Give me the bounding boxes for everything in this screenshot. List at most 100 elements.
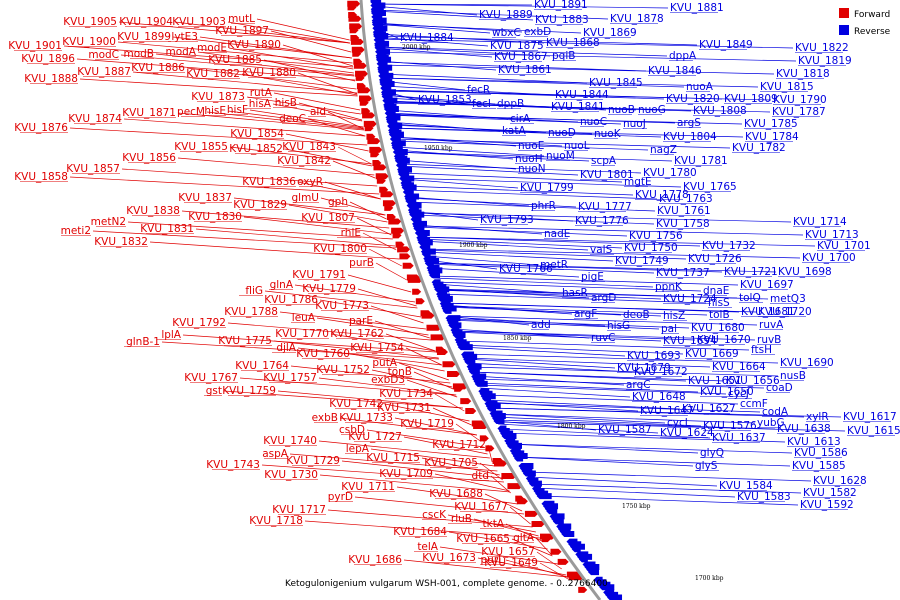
forward-leader-line xyxy=(172,36,352,59)
forward-gene-label: KVU_1733 xyxy=(339,412,393,424)
reverse-gene-label: KVU_1664 xyxy=(712,361,766,373)
reverse-gene-label: argC xyxy=(626,379,651,391)
forward-leader-line xyxy=(123,118,366,137)
reverse-gene-label: KVU_1815 xyxy=(760,81,814,93)
gene-arrow xyxy=(507,442,523,449)
forward-leader-line xyxy=(298,102,363,121)
gene-arrow xyxy=(442,307,452,314)
forward-leader-line xyxy=(484,493,523,512)
forward-leader-line xyxy=(318,440,490,459)
forward-gene-label: dtd xyxy=(472,470,489,482)
reverse-gene-label: nagZ xyxy=(650,144,677,156)
forward-gene-label: KVU_1887 xyxy=(77,66,131,78)
gene-arrow xyxy=(479,435,489,442)
forward-leader-line xyxy=(69,127,368,146)
forward-gene-label: KVU_1773 xyxy=(315,300,369,312)
forward-leader-line xyxy=(233,197,386,216)
reverse-leader-line xyxy=(399,165,579,176)
forward-leader-line xyxy=(341,460,502,479)
forward-leader-line xyxy=(63,45,354,68)
reverse-gene-label: KVU_1756 xyxy=(629,230,683,242)
reverse-leader-line xyxy=(502,432,786,443)
legend-label-forward: Forward xyxy=(854,10,890,20)
reverse-gene-label: fecI xyxy=(472,98,491,110)
forward-leader-line xyxy=(398,362,449,381)
forward-leader-line xyxy=(239,377,457,396)
genome-backbone-arc xyxy=(359,0,602,600)
forward-leader-line xyxy=(181,210,390,229)
gene-arrow xyxy=(405,198,417,205)
reverse-leader-line xyxy=(423,251,614,262)
reverse-gene-label: ppnK xyxy=(655,281,683,293)
reverse-gene-label: KVU_1777 xyxy=(578,201,632,213)
reverse-gene-label: KVU_1586 xyxy=(794,447,848,459)
reverse-leader-line xyxy=(438,293,707,304)
forward-gene-label: csbD xyxy=(339,424,365,436)
forward-leader-line xyxy=(263,59,356,82)
gene-arrow xyxy=(348,15,362,22)
reverse-gene-label: KVU_1804 xyxy=(663,131,717,143)
forward-leader-line xyxy=(434,473,510,492)
reverse-leader-line xyxy=(400,172,623,183)
reverse-leader-line xyxy=(447,315,758,326)
gene-arrow xyxy=(493,417,505,424)
reverse-leader-line xyxy=(390,127,744,138)
reverse-gene-label: KVU_1627 xyxy=(682,403,736,415)
gene-arrow xyxy=(550,548,562,555)
reverse-gene-label: KVU_1765 xyxy=(683,181,737,193)
forward-leader-line xyxy=(282,44,354,67)
gene-arrow xyxy=(528,480,542,487)
forward-gene-label: KVU_1791 xyxy=(292,269,346,281)
gene-arrow xyxy=(546,508,558,515)
tick-label: 1700 kbp xyxy=(695,575,724,582)
reverse-gene-label: KVU_1721 xyxy=(724,266,778,278)
forward-leader-line xyxy=(413,371,454,390)
forward-gene-label: rluB xyxy=(451,513,472,525)
reverse-leader-line xyxy=(412,214,655,225)
reverse-gene-label: tolB xyxy=(709,309,730,321)
reverse-gene-label: metQ3 xyxy=(770,293,806,305)
reverse-gene-label: nuoK xyxy=(594,128,622,140)
forward-gene-label: KVU_1688 xyxy=(429,488,483,500)
forward-gene-label: hisB xyxy=(275,97,297,109)
legend-label-reverse: Reverse xyxy=(854,27,891,37)
gene-arrow xyxy=(487,405,497,412)
forward-leader-line xyxy=(227,322,431,341)
reverse-gene-label: ruvA xyxy=(759,319,784,331)
forward-gene-label: KVU_1880 xyxy=(242,67,296,79)
reverse-leader-line xyxy=(492,413,666,424)
reverse-gene-label: KVU_1819 xyxy=(798,55,852,67)
gene-arrow xyxy=(388,218,402,225)
forward-leader-line xyxy=(149,241,400,260)
reverse-leader-line xyxy=(392,138,731,149)
reverse-leader-line xyxy=(437,289,769,300)
reverse-gene-label: ftsH xyxy=(751,344,772,356)
reverse-leader-line xyxy=(377,46,551,57)
forward-gene-label: KVU_1759 xyxy=(222,385,276,397)
gene-arrow xyxy=(524,510,538,517)
tick-label: 2000 kbp xyxy=(402,44,431,51)
forward-gene-label: KVU_1830 xyxy=(188,211,242,223)
forward-leader-line xyxy=(396,486,518,505)
forward-gene-label: KVU_1743 xyxy=(206,459,260,471)
forward-gene-label: KVU_1900 xyxy=(62,36,116,48)
forward-leader-line xyxy=(279,311,427,330)
reverse-gene-label: KVU_1778 xyxy=(635,189,689,201)
reverse-leader-line xyxy=(376,38,794,49)
forward-gene-label: lplA xyxy=(161,329,181,341)
forward-leader-line xyxy=(479,462,503,481)
reverse-gene-label: mgtE xyxy=(624,176,652,188)
reverse-leader-line xyxy=(453,330,756,341)
forward-leader-line xyxy=(297,347,442,366)
forward-gene-label: KVU_1762 xyxy=(330,328,384,340)
gene-arrow xyxy=(357,87,371,94)
label-leader-lines xyxy=(14,3,895,581)
gene-arrow xyxy=(571,546,581,553)
reverse-leader-line xyxy=(516,456,694,467)
forward-leader-line xyxy=(186,67,357,90)
forward-gene-label: KVU_1876 xyxy=(14,122,68,134)
forward-gene-label: KVU_1779 xyxy=(302,283,356,295)
reverse-leader-line xyxy=(373,10,534,21)
forward-leader-line xyxy=(327,111,364,130)
